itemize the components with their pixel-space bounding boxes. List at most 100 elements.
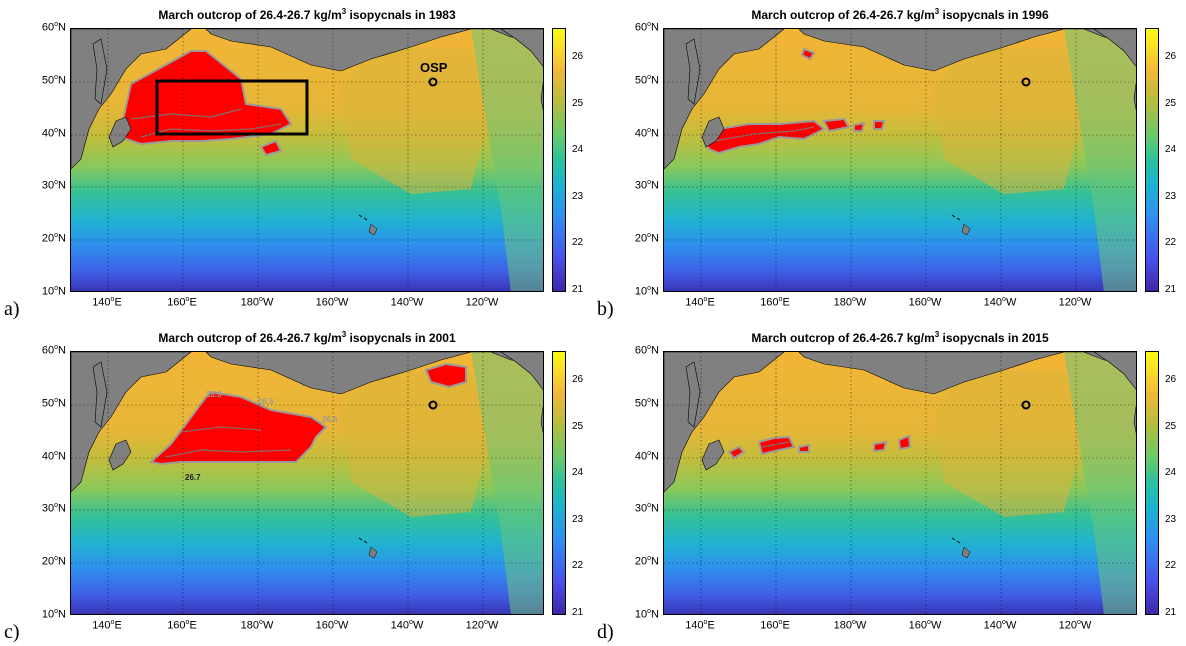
colorbar-tick-label: 21	[572, 606, 584, 618]
land-mass	[108, 116, 132, 148]
lon-tick-label: 140oE	[92, 296, 122, 309]
panel-title: March outcrop of 26.4-26.7 kg/m3 isopycn…	[751, 330, 1049, 345]
colorbar-tick-label: 22	[1165, 560, 1177, 571]
outcrop-region	[873, 440, 888, 453]
panel-label: c)	[4, 621, 20, 643]
map-panel-2015: March outcrop of 26.4-26.7 kg/m3 isopycn…	[593, 323, 1186, 646]
colorbar-gradient	[1146, 352, 1158, 614]
lat-tick-label: 50oN	[41, 74, 66, 87]
sst-map: 26.6 26.5 26.6 26.7	[70, 351, 544, 615]
colorbar-tick-label: 23	[572, 190, 584, 202]
lon-tick-label: 140oW	[983, 619, 1017, 632]
lon-tick-label: 140oW	[983, 296, 1017, 309]
contour-label: 26.5	[258, 397, 274, 406]
lat-tick-label: 30oN	[41, 179, 66, 192]
lat-tick-label: 30oN	[634, 502, 659, 515]
land-mass	[1133, 81, 1136, 111]
land-mass	[1133, 404, 1136, 434]
colorbar-tick-label: 24	[572, 144, 584, 155]
lat-tick-label: 10oN	[41, 285, 66, 298]
colorbar-tick-label: 25	[1165, 420, 1177, 432]
colorbar-gradient	[1146, 29, 1158, 291]
lat-tick-label: 20oN	[634, 555, 659, 568]
land-mass	[701, 116, 725, 148]
map-panel-2001: March outcrop of 26.4-26.7 kg/m3 isopycn…	[0, 323, 593, 646]
contour-label: 26.7	[185, 473, 201, 482]
outcrop-region	[798, 443, 810, 453]
lat-tick-label: 10oN	[634, 285, 659, 298]
lat-tick-label: 20oN	[41, 232, 66, 245]
lon-tick-label: 180oW	[240, 619, 274, 632]
land-mass	[701, 439, 725, 471]
lat-tick-label: 30oN	[634, 179, 659, 192]
lon-tick-label: 120oW	[465, 296, 499, 309]
map-panel-1996: March outcrop of 26.4-26.7 kg/m3 isopycn…	[593, 0, 1186, 323]
lon-tick-label: 140oE	[685, 296, 715, 309]
density-map: 26.6 26.5 26.6 26.7	[71, 352, 543, 614]
colorbar-tick-label: 21	[1165, 283, 1177, 295]
lon-tick-label: 180oW	[240, 296, 274, 309]
osp-station-marker	[1021, 77, 1031, 87]
outcrop-region	[727, 445, 746, 460]
map-panel-1983: March outcrop of 26.4-26.7 kg/m3 isopycn…	[0, 0, 593, 323]
colorbar	[552, 28, 566, 292]
panel-label: a)	[4, 298, 20, 320]
outcrop-region	[873, 120, 886, 130]
colorbar-tick-label: 26	[1165, 374, 1177, 385]
lon-tick-label: 120oW	[1058, 296, 1092, 309]
lat-tick-label: 60oN	[41, 344, 66, 357]
osp-label: OSP	[420, 60, 448, 75]
osp-station-marker	[1021, 400, 1031, 410]
land-mass	[1093, 352, 1136, 390]
lon-tick-label: 160oW	[315, 619, 349, 632]
lat-tick-label: 60oN	[634, 344, 659, 357]
colorbar-tick-label: 22	[1165, 237, 1177, 248]
outcrop-region	[897, 434, 912, 451]
lat-tick-label: 30oN	[41, 502, 66, 515]
sst-map: OSP	[70, 28, 544, 292]
lat-tick-label: 10oN	[634, 608, 659, 621]
lon-tick-label: 160oE	[167, 296, 197, 309]
colorbar-tick-label: 24	[1165, 467, 1177, 478]
panel-label: b)	[597, 298, 614, 320]
outcrop-region	[822, 117, 851, 133]
lon-tick-label: 140oW	[390, 619, 424, 632]
density-map: OSP	[71, 29, 543, 291]
sst-map	[663, 28, 1137, 292]
land-mass	[540, 81, 543, 111]
colorbar-tick-label: 26	[572, 374, 584, 385]
land-mass	[108, 439, 132, 471]
lon-tick-label: 120oW	[465, 619, 499, 632]
colorbar-tick-label: 26	[1165, 51, 1177, 62]
lat-tick-label: 40oN	[41, 450, 66, 463]
lon-tick-label: 180oW	[833, 619, 867, 632]
density-map	[664, 352, 1136, 614]
outcrop-region	[119, 50, 293, 146]
panel-title: March outcrop of 26.4-26.7 kg/m3 isopycn…	[751, 7, 1049, 22]
lon-tick-label: 160oE	[760, 296, 790, 309]
outcrop-region	[702, 119, 826, 155]
colorbar-tick-label: 21	[572, 283, 584, 295]
lat-tick-label: 40oN	[634, 127, 659, 140]
outcrop-region	[424, 362, 467, 389]
outcrop-region	[853, 121, 866, 132]
land-mass	[92, 38, 108, 105]
colorbar	[552, 351, 566, 615]
panel-title: March outcrop of 26.4-26.7 kg/m3 isopycn…	[158, 7, 456, 22]
lon-tick-label: 140oW	[390, 296, 424, 309]
colorbar-tick-label: 24	[572, 467, 584, 478]
land-mass	[500, 352, 543, 390]
lon-tick-label: 160oW	[908, 296, 942, 309]
lat-tick-label: 60oN	[634, 21, 659, 34]
lon-tick-label: 180oW	[833, 296, 867, 309]
land-mass	[685, 361, 701, 428]
lat-tick-label: 40oN	[41, 127, 66, 140]
sst-map	[663, 351, 1137, 615]
land-mass	[685, 38, 701, 105]
contour-label: 26.6	[322, 415, 338, 424]
lat-tick-label: 20oN	[41, 555, 66, 568]
outcrop-region	[800, 47, 816, 61]
colorbar-tick-label: 23	[1165, 513, 1177, 525]
lat-tick-label: 60oN	[41, 21, 66, 34]
colorbar-tick-label: 22	[572, 560, 584, 571]
